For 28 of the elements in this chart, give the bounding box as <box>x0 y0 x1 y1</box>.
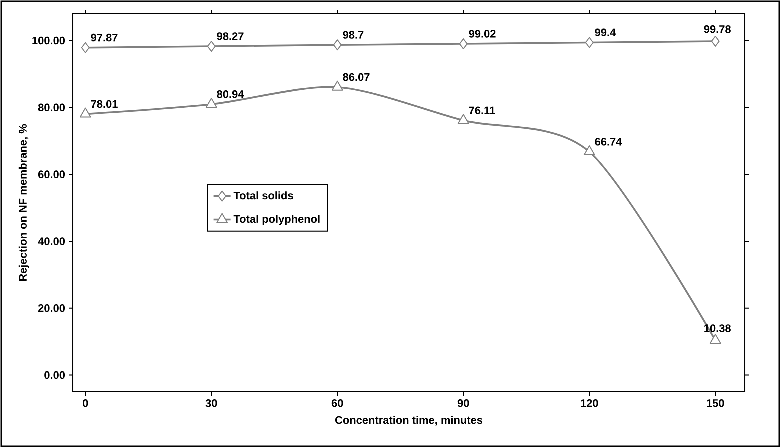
x-tick-label: 120 <box>581 400 598 408</box>
y-tick-label: 20.00 <box>38 304 66 312</box>
legend-label: Total solids <box>234 192 294 200</box>
x-tick-label: 0 <box>83 400 88 408</box>
data-label: 99.02 <box>469 30 496 38</box>
data-label: 98.7 <box>343 31 364 39</box>
x-tick-label: 90 <box>458 400 470 408</box>
x-axis-title: Concentration time, minutes <box>335 416 483 426</box>
y-axis-title: Rejection on NF membrane, % <box>18 124 30 282</box>
x-tick-label: 150 <box>707 400 724 408</box>
data-label: 78.01 <box>91 100 118 108</box>
data-label: 86.07 <box>343 73 370 82</box>
data-label: 99.78 <box>704 26 731 34</box>
y-tick-label: 80.00 <box>38 104 66 112</box>
legend-label: Total polyphenol <box>234 215 320 226</box>
x-tick-label: 60 <box>332 400 344 408</box>
data-label: 76.11 <box>469 106 496 114</box>
data-label: 99.4 <box>595 28 616 37</box>
data-label: 98.27 <box>217 32 244 40</box>
data-label: 97.87 <box>91 34 118 42</box>
y-tick-label: 0.00 <box>44 371 66 380</box>
y-tick-label: 60.00 <box>38 170 66 178</box>
x-tick-label: 30 <box>206 400 218 408</box>
y-tick-label: 40.00 <box>38 238 66 246</box>
data-label: 10.38 <box>704 324 731 332</box>
data-label: 66.74 <box>595 138 622 146</box>
data-label: 80.94 <box>217 90 244 98</box>
y-tick-label: 100.00 <box>32 36 66 45</box>
